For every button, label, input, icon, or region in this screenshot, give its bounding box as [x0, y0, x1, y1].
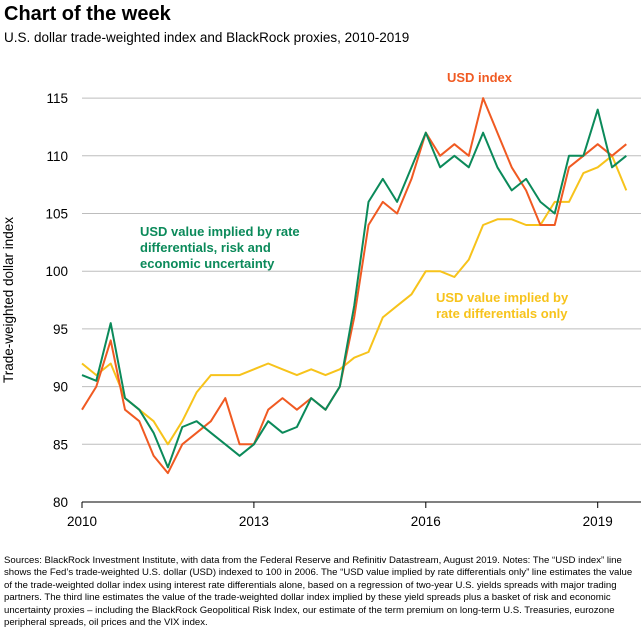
annotation: USD index [447, 70, 513, 85]
series-line [81, 97, 627, 475]
series-line [81, 108, 627, 469]
x-tick-label: 2019 [583, 514, 613, 529]
series-line [81, 154, 628, 446]
y-tick-label: 85 [53, 437, 68, 452]
y-tick-label: 115 [46, 91, 68, 106]
y-tick-label: 90 [53, 380, 68, 395]
x-tick-label: 2010 [67, 514, 97, 529]
y-tick-label: 95 [53, 322, 68, 337]
footnote: Sources: BlackRock Investment Institute,… [4, 555, 633, 629]
y-tick-label: 80 [53, 495, 68, 510]
chart: Chart of the week U.S. dollar trade-weig… [1, 3, 641, 529]
y-tick-label: 105 [45, 206, 68, 221]
chart-title: Chart of the week [4, 3, 172, 25]
y-tick-label: 110 [46, 149, 68, 164]
annotation: differentials, risk and [140, 240, 271, 255]
x-tick-label: 2013 [239, 514, 269, 529]
y-tick-label: 100 [45, 264, 68, 279]
annotation: economic uncertainty [140, 256, 275, 271]
x-tick-label: 2016 [411, 514, 441, 529]
annotation: USD value implied by [436, 290, 569, 305]
annotation: rate differentials only [436, 306, 568, 321]
chart-subtitle: U.S. dollar trade-weighted index and Bla… [4, 30, 409, 45]
annotation: USD value implied by rate [140, 224, 300, 239]
y-axis-label: Trade-weighted dollar index [1, 217, 16, 383]
